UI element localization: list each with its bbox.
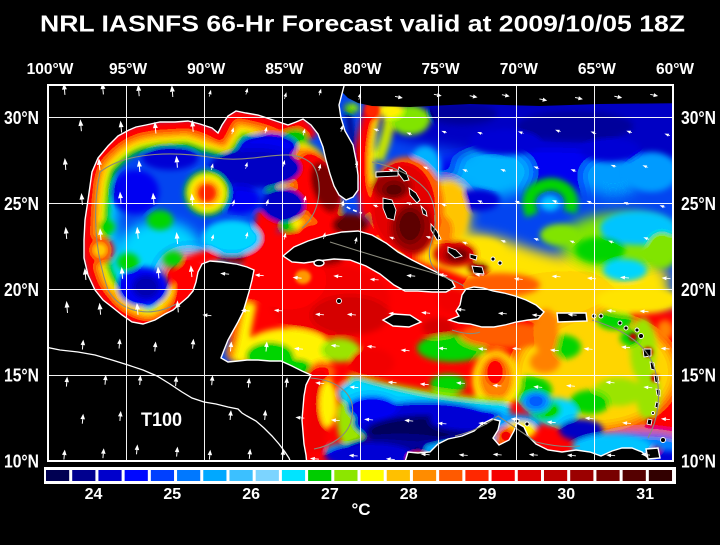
svg-text:20°N: 20°N bbox=[681, 279, 716, 300]
svg-text:T100: T100 bbox=[141, 410, 182, 431]
svg-text:60°W: 60°W bbox=[656, 61, 694, 78]
svg-text:10°N: 10°N bbox=[681, 451, 716, 472]
svg-text:NRL IASNFS 66-Hr Forecast val: NRL IASNFS 66-Hr Forecast valid at 2009/… bbox=[40, 11, 685, 37]
svg-text:27: 27 bbox=[321, 486, 339, 503]
svg-text:80°W: 80°W bbox=[343, 61, 381, 78]
svg-text:10°N: 10°N bbox=[4, 451, 39, 472]
svg-text:30°N: 30°N bbox=[681, 107, 716, 128]
svg-text:70°W: 70°W bbox=[500, 61, 538, 78]
svg-text:30: 30 bbox=[557, 486, 575, 503]
svg-text:30°N: 30°N bbox=[4, 107, 39, 128]
svg-text:25: 25 bbox=[163, 486, 181, 503]
svg-text:75°W: 75°W bbox=[422, 61, 460, 78]
svg-text:90°W: 90°W bbox=[187, 61, 225, 78]
svg-text:29: 29 bbox=[479, 486, 497, 503]
svg-text:95°W: 95°W bbox=[109, 61, 147, 78]
svg-text:85°W: 85°W bbox=[265, 61, 303, 78]
svg-text:65°W: 65°W bbox=[578, 61, 616, 78]
svg-text:25°N: 25°N bbox=[4, 193, 39, 214]
svg-text:20°N: 20°N bbox=[4, 279, 39, 300]
svg-text:28: 28 bbox=[400, 486, 418, 503]
svg-text:31: 31 bbox=[636, 486, 654, 503]
svg-text:25°N: 25°N bbox=[681, 193, 716, 214]
svg-text:15°N: 15°N bbox=[4, 365, 39, 386]
svg-text:26: 26 bbox=[242, 486, 260, 503]
svg-text:°C: °C bbox=[351, 500, 370, 519]
svg-text:15°N: 15°N bbox=[681, 365, 716, 386]
svg-text:100°W: 100°W bbox=[27, 61, 74, 78]
svg-text:24: 24 bbox=[85, 486, 103, 503]
